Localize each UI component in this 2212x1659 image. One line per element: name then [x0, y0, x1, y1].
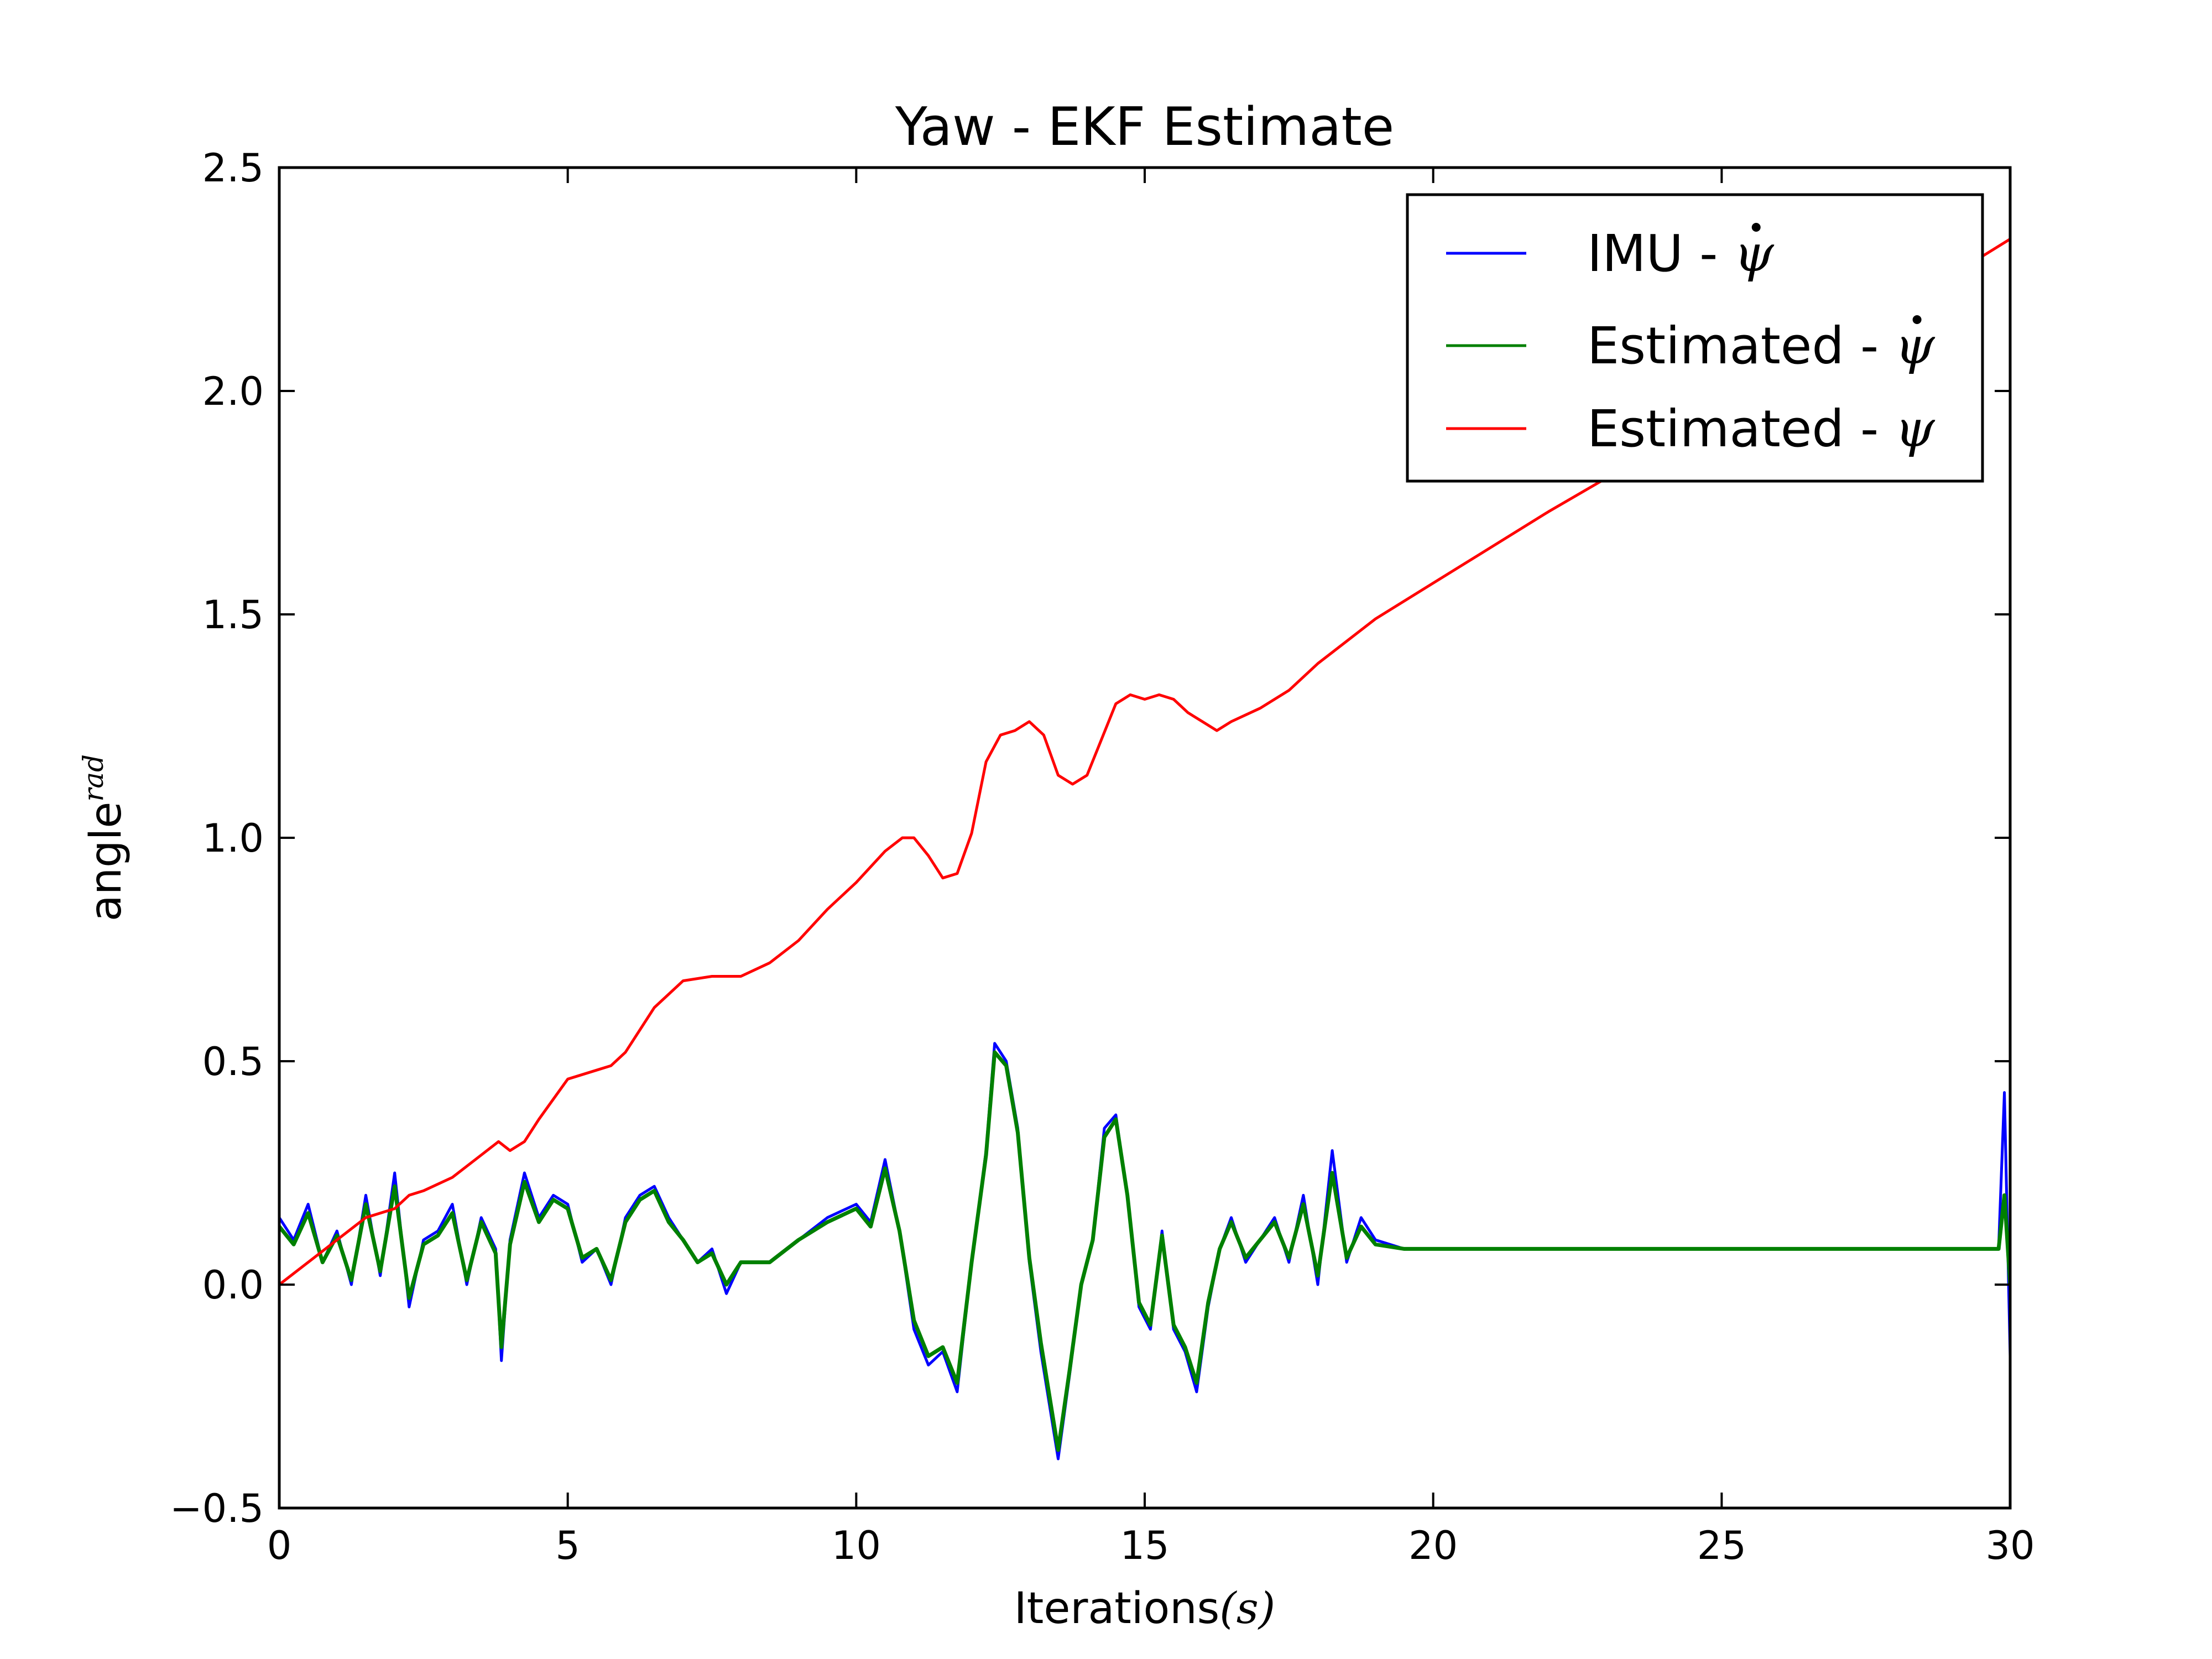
y-tick-label: 1.0	[202, 816, 264, 861]
legend-label: Estimated - ψ	[1587, 316, 1935, 375]
x-tick-label: 15	[1120, 1523, 1169, 1568]
legend-dot-accent	[1751, 223, 1761, 232]
y-tick-label: 0.5	[202, 1039, 264, 1084]
series-line-1	[279, 1050, 2010, 1452]
legend-entries: IMU - ψ Estimated - ψ Estimated - ψ	[1446, 223, 1935, 458]
x-axis-ticks: 0 5 10 15 20 25 30	[267, 168, 2035, 1568]
y-axis-ticks: −0.5 0.0 0.5 1.0 1.5 2.0 2.5	[170, 145, 2010, 1531]
x-tick-label: 30	[1985, 1523, 2034, 1568]
y-tick-label: 0.0	[202, 1262, 264, 1308]
legend: IMU - ψ Estimated - ψ Estimated - ψ	[1406, 193, 1984, 483]
x-axis-label: Iterations(s)	[1014, 1584, 1275, 1634]
legend-entry-2: Estimated - ψ	[1446, 399, 1935, 458]
y-axis-label-text: angle	[81, 802, 131, 921]
y-tick-label: 1.5	[202, 592, 264, 638]
x-tick-label: 5	[555, 1523, 580, 1568]
y-axis-label: anglerad	[77, 754, 131, 921]
plot-lines	[279, 238, 2010, 1460]
x-tick-label: 25	[1697, 1523, 1746, 1568]
y-tick-label: −0.5	[170, 1486, 264, 1531]
legend-dot-accent	[1912, 315, 1922, 324]
y-tick-label: 2.5	[202, 145, 264, 191]
legend-entry-0: IMU - ψ	[1446, 223, 1775, 283]
series-line-0	[279, 1042, 2010, 1460]
legend-entry-1: Estimated - ψ	[1446, 315, 1935, 375]
x-tick-label: 20	[1408, 1523, 1458, 1568]
x-tick-label: 0	[267, 1523, 292, 1568]
legend-label: IMU - ψ	[1587, 224, 1775, 283]
chart-title: Yaw - EKF Estimate	[895, 97, 1394, 158]
series-line-2	[279, 238, 2010, 1286]
legend-label: Estimated - ψ	[1587, 399, 1935, 458]
x-axis-label-unit: (s)	[1219, 1584, 1275, 1634]
y-axis-label-unit: rad	[77, 754, 109, 802]
x-tick-label: 10	[832, 1523, 881, 1568]
y-tick-label: 2.0	[202, 369, 264, 414]
x-axis-label-text: Iterations	[1014, 1584, 1220, 1634]
legend-box	[1406, 193, 1984, 483]
